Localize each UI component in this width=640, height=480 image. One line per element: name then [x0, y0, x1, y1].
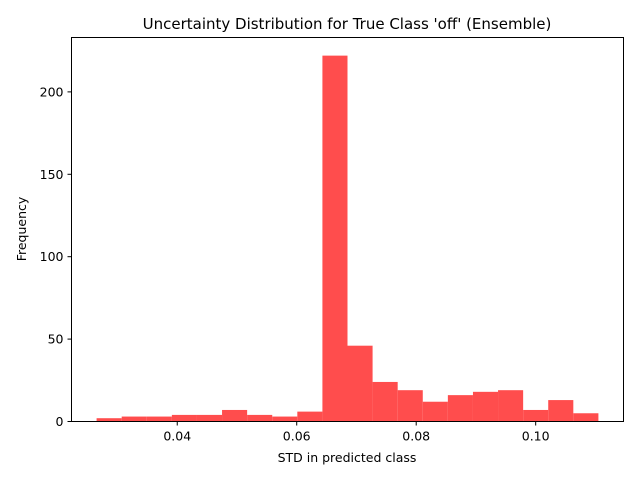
- histogram-bar: [372, 381, 398, 422]
- x-tick-label: 0.04: [163, 429, 191, 444]
- histogram-bar: [121, 416, 147, 422]
- histogram-bars: [96, 55, 599, 422]
- histogram-bar: [347, 345, 373, 422]
- histogram-bar: [96, 418, 122, 422]
- histogram-bar: [523, 409, 549, 422]
- y-axis-title: Frequency: [14, 196, 29, 261]
- histogram-bar: [222, 409, 248, 422]
- histogram-bar: [297, 411, 323, 422]
- y-tick-label: 50: [48, 332, 64, 347]
- x-axis-title: STD in predicted class: [278, 450, 417, 465]
- histogram-bar: [548, 400, 574, 422]
- histogram-bar: [247, 414, 273, 422]
- histogram-bar: [447, 395, 473, 422]
- plot-frame: [71, 37, 624, 422]
- histogram-bar: [146, 416, 172, 422]
- histogram-bar: [397, 390, 423, 422]
- histogram-bar: [272, 416, 298, 422]
- x-tick-label: 0.08: [402, 429, 430, 444]
- chart-title: Uncertainty Distribution for True Class …: [143, 15, 552, 33]
- y-tick-label: 100: [40, 249, 64, 264]
- histogram-bar: [322, 55, 348, 422]
- y-axis-ticks: 0 50 100 150 200: [40, 84, 72, 429]
- histogram-bar: [573, 413, 599, 422]
- histogram-bar: [472, 391, 499, 422]
- y-tick-label: 150: [40, 167, 64, 182]
- histogram-bar: [171, 414, 197, 422]
- histogram-bar: [196, 414, 223, 422]
- x-tick-label: 0.10: [522, 429, 550, 444]
- histogram-bar: [422, 401, 448, 422]
- x-tick-label: 0.06: [283, 429, 311, 444]
- histogram-bar: [498, 390, 524, 422]
- y-tick-label: 200: [40, 84, 64, 99]
- x-axis-ticks: 0.04 0.06 0.08 0.10: [163, 421, 550, 444]
- y-tick-label: 0: [56, 414, 64, 429]
